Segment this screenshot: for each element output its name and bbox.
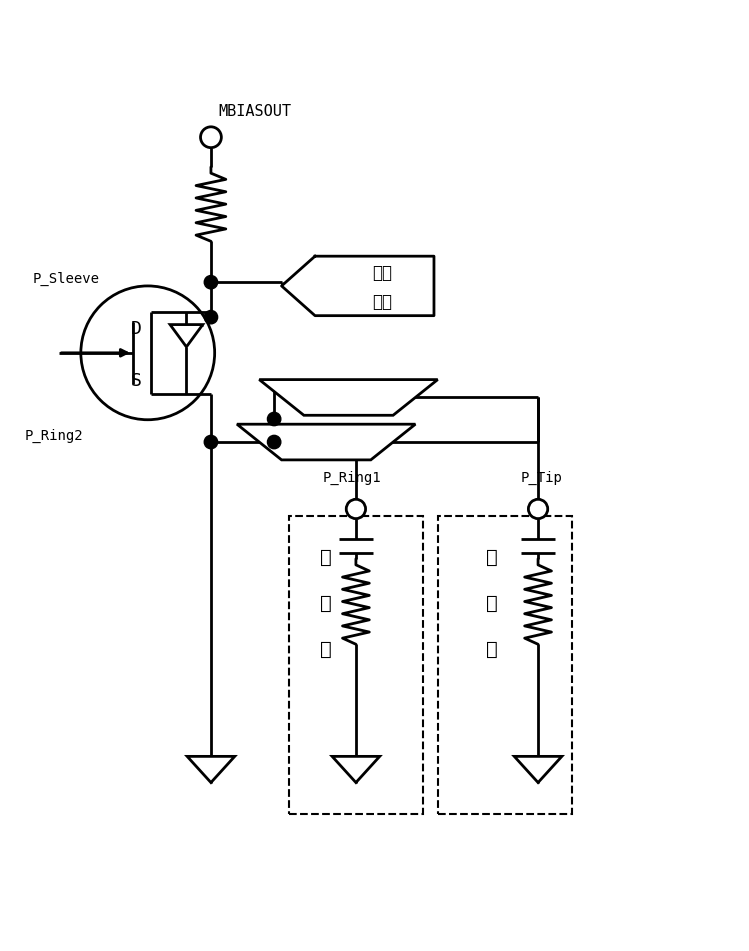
Circle shape — [201, 126, 222, 147]
Text: 佐: 佐 — [321, 548, 332, 567]
Text: 贝: 贝 — [321, 593, 332, 612]
Circle shape — [528, 499, 548, 518]
Text: 佐: 佐 — [485, 548, 497, 567]
Text: P_Sleeve: P_Sleeve — [32, 271, 100, 285]
Circle shape — [204, 436, 218, 449]
Bar — [289, 516, 423, 814]
Text: 尔: 尔 — [485, 640, 497, 659]
Text: P_Tip: P_Tip — [521, 471, 562, 485]
Circle shape — [346, 499, 366, 518]
Polygon shape — [170, 324, 203, 347]
Text: 尔: 尔 — [321, 640, 332, 659]
Bar — [437, 516, 571, 814]
Text: D: D — [131, 320, 142, 338]
Text: 检测: 检测 — [372, 263, 392, 281]
Polygon shape — [237, 424, 416, 460]
Polygon shape — [332, 756, 380, 783]
Text: MBIASOUT: MBIASOUT — [219, 104, 291, 119]
Circle shape — [204, 310, 218, 324]
Polygon shape — [187, 756, 234, 783]
Circle shape — [204, 276, 218, 289]
Polygon shape — [282, 256, 434, 316]
Text: 贝: 贝 — [485, 593, 497, 612]
Polygon shape — [259, 379, 437, 416]
Circle shape — [267, 413, 281, 426]
Text: S: S — [131, 372, 142, 390]
Text: P_Ring2: P_Ring2 — [25, 429, 84, 443]
Text: P_Ring1: P_Ring1 — [323, 471, 381, 485]
Polygon shape — [515, 756, 562, 783]
Circle shape — [267, 436, 281, 449]
Text: 单元: 单元 — [372, 293, 392, 311]
